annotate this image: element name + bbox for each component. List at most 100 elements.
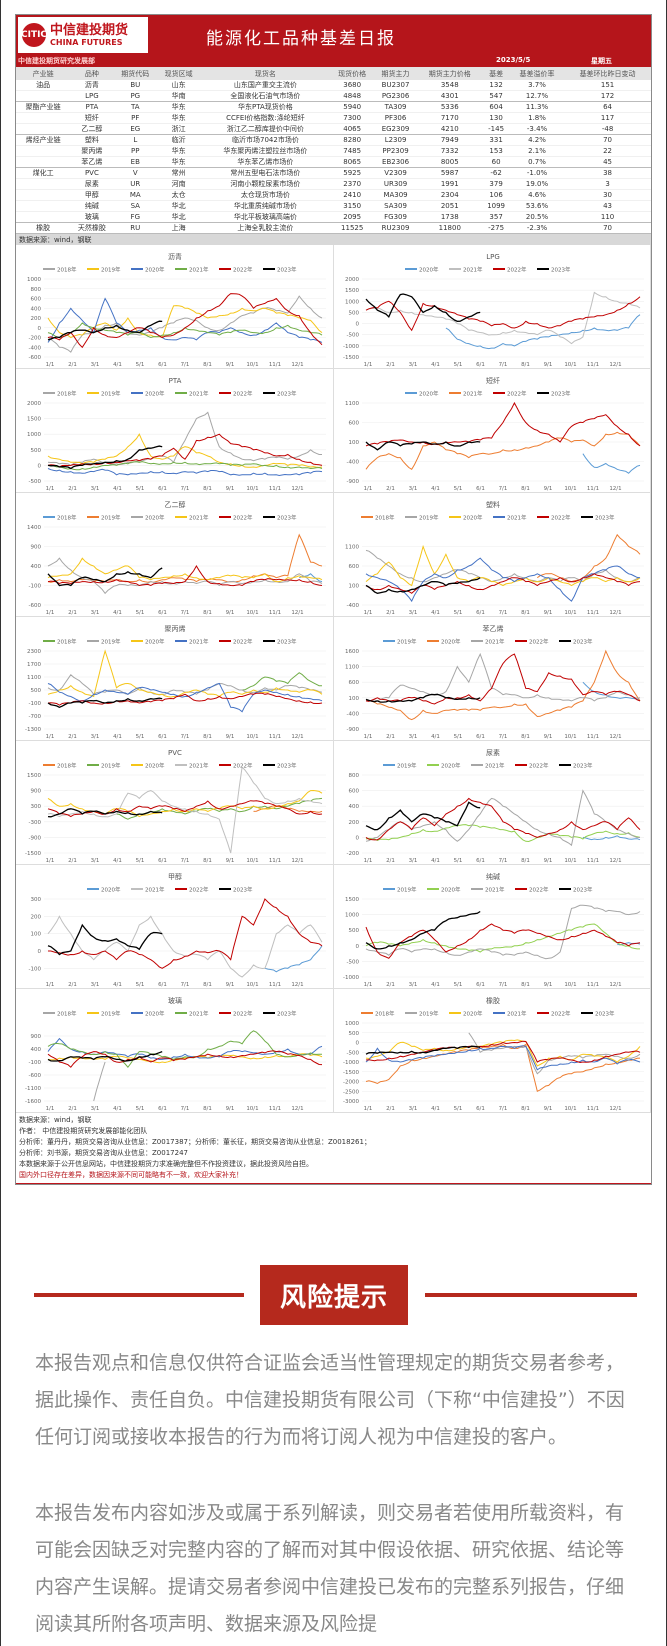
series-line [47,808,163,818]
legend-label: 2023年 [573,886,593,894]
x-tick-label: 8/1 [521,610,530,616]
series-line [365,1045,480,1055]
cell-code: PP [113,145,157,157]
basis-chart: 苯乙烯 2019年 2020年 2021年 2022年 2023年 1600 1100 600 1… [333,617,651,741]
series-line [47,293,323,349]
legend-item: 2022年 [219,762,253,770]
legend-label: 2022年 [233,390,253,398]
chart-title: 苯乙烯 [482,624,503,633]
series-line [47,674,323,696]
table-row: 苯乙烯 EB 华东 华东苯乙烯市场价 8065 EB2306 8005 60 0.7% 45 [16,156,651,168]
y-tick-label: -700 [29,714,42,720]
risk-header: 风险提示 [1,1265,667,1325]
legend-label: 2021年 [189,1010,209,1018]
x-tick-label: 1/1 [46,734,55,740]
table-row: 聚酯产业链 PTA TA 华东 华东PTA现货价格 5940 TA309 5336 604 11.… [16,101,651,113]
y-tick-label: 1100 [345,665,359,671]
x-tick-label: 8/1 [203,1106,212,1112]
cell-region: 华南 [156,90,201,102]
legend-item: 2020年 [131,638,165,646]
legend-item: 2022年 [219,390,253,398]
cell-spot: 8065 [330,156,374,168]
legend-item: 2022年 [492,390,526,398]
legend-item: 2023年 [263,638,297,646]
x-tick-label: 3/1 [91,610,100,616]
basis-chart: PTA 2018年 2019年 2020年 2021年 2022年 2023年 2000 150… [16,369,334,493]
cell-chain: 煤化工 [16,167,71,179]
department-label: 中信建投期货研究发展部 [18,57,95,65]
cell-fut: 4301 [417,90,483,102]
x-tick-label: 8/1 [521,362,530,368]
cell-chain [16,156,71,168]
x-tick-label: 7/1 [181,1106,190,1112]
legend-label: 2020年 [463,1010,483,1018]
y-tick-label: -1000 [343,344,359,350]
y-tick-label: 1000 [27,432,41,438]
x-tick-label: 10/1 [564,982,576,988]
chart-svg: PTA 2018年 2019年 2020年 2021年 2022年 2023年 2000 150… [27,377,326,492]
x-tick-label: 4/1 [431,486,440,492]
y-tick-label: 1600 [345,649,359,655]
legend-item: 2022年 [219,638,253,646]
cell-fut: 7949 [417,134,483,146]
cell-premium: 11.3% [509,101,565,113]
risk-paragraph-1: 本报告观点和信息仅供符合证监会适当性管理规定的期货交易者参考，据此操作、责任自负… [35,1352,625,1448]
cell-region: 常州 [156,167,201,179]
cell-code: PG [113,90,157,102]
legend-item: 2021年 [131,886,165,894]
legend-label: 2021年 [485,638,505,646]
y-tick-label: 400 [31,564,42,570]
cell-spot: 4848 [330,90,374,102]
series-line [365,923,640,953]
x-tick-label: 5/1 [136,858,145,864]
x-tick-label: 8/1 [203,610,212,616]
legend-item: 2020年 [426,762,460,770]
cell-basis: 379 [482,178,510,190]
chart-svg: 甲醇 2020年 2021年 2022年 2023年 300 200 100 0 -100 1/1 2… [29,872,326,988]
x-tick-label: 9/1 [543,982,552,988]
chart-svg: 聚丙烯 2018年 2019年 2020年 2021年 2022年 2023年 2300 170… [25,624,326,740]
legend-item: 2021年 [175,638,209,646]
chart-title: 甲醇 [168,872,182,881]
x-tick-label: 9/1 [543,1106,552,1112]
cell-premium: 3.7% [509,80,565,91]
y-tick-label: 200 [31,316,42,322]
series-line [47,411,322,466]
cell-basis: 130 [482,112,510,124]
x-tick-label: 8/1 [203,982,212,988]
legend-label: 2022年 [529,638,549,646]
x-tick-label: 8/1 [203,734,212,740]
legend-item: 2019年 [87,514,121,522]
legend-label: 2021年 [189,514,209,522]
x-tick-label: 2/1 [68,486,77,492]
y-tick-label: 500 [348,928,359,934]
x-tick-label: 1/1 [363,610,372,616]
cell-name: 聚丙烯 [70,145,114,157]
x-tick-label: 11/1 [586,858,598,864]
cell-fut: 5336 [417,101,483,113]
y-tick-label: -2000 [343,1080,359,1086]
chart-title: 纯碱 [486,872,500,881]
legend-item: 2022年 [514,886,548,894]
cell-basis: -275 [482,222,510,234]
x-tick-label: 6/1 [158,362,167,368]
y-tick-label: 500 [348,310,359,316]
x-tick-label: 12/1 [609,1106,621,1112]
cell-spot-name: 华东PTA现货价格 [200,101,331,113]
series-line [365,910,481,950]
series-line [365,824,640,843]
x-tick-label: 10/1 [246,362,258,368]
y-tick-label: 1400 [27,525,41,531]
x-tick-label: 10/1 [564,362,576,368]
legend-item: 2019年 [404,514,438,522]
x-tick-label: 4/1 [431,982,440,988]
legend-label: 2020年 [463,514,483,522]
legend-label: 2020年 [145,638,165,646]
y-tick-label: 1500 [345,288,359,294]
cell-fut: 2051 [417,200,483,212]
cell-chain [16,90,71,102]
legend-item: 2019年 [382,886,417,894]
legend-label: 2019年 [397,886,417,894]
cell-chain [16,200,71,212]
cell-spot-name: 华东苯乙烯市场价 [200,156,331,168]
